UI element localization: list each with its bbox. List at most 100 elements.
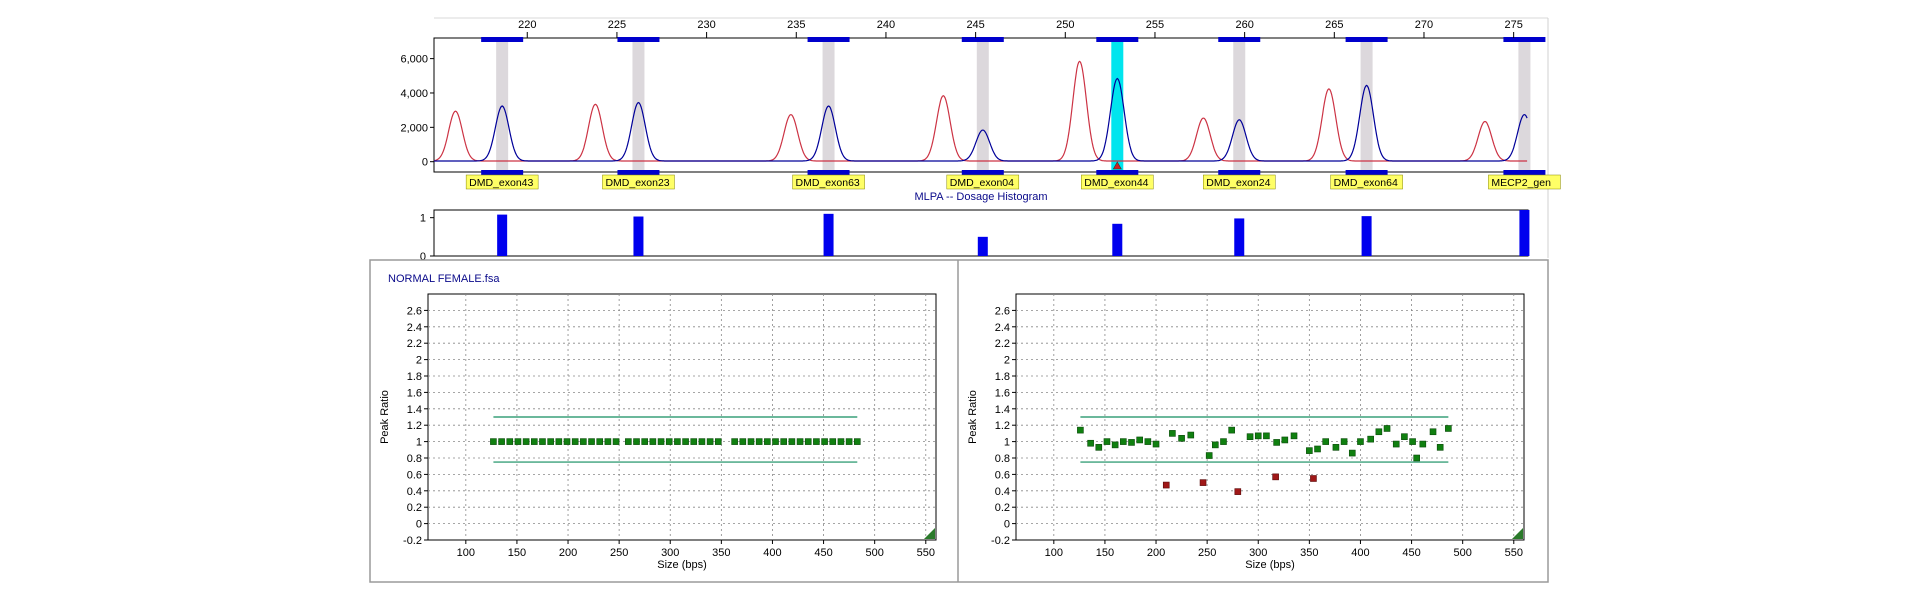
left-ratio-point-8[interactable] [547,438,554,445]
left-ratio-point-1[interactable] [490,438,497,445]
left-ratio-point-36[interactable] [788,438,796,445]
right-ratio-point-8[interactable] [1136,436,1143,444]
right-ratio-point-10[interactable] [1152,440,1160,448]
dosage-bar-8[interactable] [1519,210,1530,256]
right-resize-grip-icon[interactable] [1512,528,1523,539]
left-ratio-point-22[interactable] [665,438,673,445]
left-ratio-point-39[interactable] [813,438,820,445]
left-ratio-point-7[interactable] [539,438,546,445]
left-resize-grip-icon[interactable] [924,528,935,539]
right-ratio-point-31[interactable] [1367,435,1374,443]
left-ratio-point-16[interactable] [612,438,620,445]
right-deletion-point-2[interactable] [1199,479,1207,486]
left-ratio-point-12[interactable] [580,438,587,445]
right-ratio-point-27[interactable] [1332,444,1340,451]
right-ratio-point-33[interactable] [1383,425,1391,432]
right-deletion-point-1[interactable] [1162,481,1170,489]
dosage-bar-5[interactable] [1112,223,1123,256]
left-ratio-point-20[interactable] [649,438,657,445]
right-deletion-point-3[interactable] [1234,488,1242,495]
right-ratio-point-29[interactable] [1348,449,1356,457]
left-ratio-point-3[interactable] [506,438,514,445]
peak-label-box-1[interactable] [465,174,539,190]
peak-bin-3[interactable] [822,39,835,171]
left-ratio-point-4[interactable] [514,438,522,445]
dosage-bar-4[interactable] [977,236,988,256]
right-ratio-point-39[interactable] [1429,428,1437,436]
left-ratio-point-5[interactable] [522,438,530,445]
peak-label-box-8[interactable] [1488,174,1561,190]
right-ratio-point-1[interactable] [1077,426,1084,434]
right-ratio-point-16[interactable] [1220,438,1227,445]
right-ratio-point-25[interactable] [1314,445,1321,453]
left-ratio-point-42[interactable] [837,438,845,445]
left-ratio-point-38[interactable] [804,438,812,445]
right-ratio-point-11[interactable] [1169,430,1176,437]
left-ratio-point-43[interactable] [845,438,853,445]
left-ratio-point-23[interactable] [674,438,681,445]
right-ratio-point-38[interactable] [1419,440,1427,448]
peak-label-box-7[interactable] [1330,174,1403,190]
right-deletion-point-4[interactable] [1272,473,1279,481]
right-ratio-point-36[interactable] [1409,438,1416,445]
selected-peak-marker[interactable] [1112,161,1122,170]
left-ratio-point-18[interactable] [633,438,640,445]
left-ratio-point-41[interactable] [829,438,837,445]
right-ratio-point-23[interactable] [1290,432,1298,440]
right-ratio-point-30[interactable] [1357,438,1364,445]
right-ratio-point-13[interactable] [1187,431,1195,439]
left-ratio-point-13[interactable] [588,438,595,445]
left-ratio-point-2[interactable] [498,438,505,445]
left-ratio-point-35[interactable] [780,438,788,445]
left-ratio-point-40[interactable] [821,438,828,445]
left-ratio-point-31[interactable] [747,438,755,445]
left-ratio-point-27[interactable] [706,438,714,445]
left-ratio-point-30[interactable] [739,438,747,445]
right-ratio-point-2[interactable] [1087,439,1094,447]
right-ratio-point-37[interactable] [1413,454,1420,462]
right-ratio-point-24[interactable] [1306,447,1313,454]
right-ratio-point-6[interactable] [1120,438,1127,445]
dosage-bar-3[interactable] [823,213,834,256]
left-ratio-point-34[interactable] [772,438,779,445]
peak-bin-1[interactable] [496,39,509,171]
right-ratio-point-21[interactable] [1273,439,1280,446]
left-ratio-point-32[interactable] [755,438,763,445]
right-ratio-point-22[interactable] [1281,436,1289,444]
right-ratio-point-4[interactable] [1103,438,1111,445]
left-ratio-point-25[interactable] [690,438,698,445]
peak-bin-7[interactable] [1360,39,1373,171]
left-ratio-point-14[interactable] [596,438,604,445]
dosage-bar-2[interactable] [633,216,644,256]
left-ratio-point-44[interactable] [853,438,861,445]
left-ratio-point-11[interactable] [571,438,579,445]
right-ratio-point-32[interactable] [1375,428,1383,436]
left-ratio-point-37[interactable] [796,438,804,445]
right-ratio-point-9[interactable] [1144,438,1152,445]
peak-bin-2[interactable] [632,39,645,171]
right-ratio-point-40[interactable] [1436,444,1444,451]
right-ratio-point-35[interactable] [1401,433,1408,440]
right-ratio-point-19[interactable] [1254,432,1262,440]
peak-bin-5[interactable] [1111,39,1124,171]
right-ratio-point-14[interactable] [1205,452,1213,459]
peak-label-box-3[interactable] [792,174,865,190]
dosage-bar-1[interactable] [497,214,508,256]
left-ratio-point-19[interactable] [641,438,648,445]
right-ratio-point-7[interactable] [1128,439,1135,446]
peak-bin-8[interactable] [1518,39,1531,171]
right-ratio-point-15[interactable] [1212,441,1219,449]
peak-bin-4[interactable] [976,39,989,171]
right-ratio-point-34[interactable] [1392,440,1400,448]
right-ratio-point-5[interactable] [1111,441,1119,449]
right-deletion-point-5[interactable] [1310,475,1317,482]
dosage-bar-7[interactable] [1361,216,1372,256]
left-ratio-point-26[interactable] [698,438,706,445]
left-ratio-point-29[interactable] [731,438,738,445]
peak-label-box-4[interactable] [946,174,1020,190]
right-ratio-point-17[interactable] [1228,426,1235,434]
right-ratio-point-41[interactable] [1445,425,1452,432]
left-ratio-point-24[interactable] [682,438,689,445]
right-ratio-point-28[interactable] [1340,438,1348,445]
left-ratio-point-15[interactable] [604,438,612,445]
